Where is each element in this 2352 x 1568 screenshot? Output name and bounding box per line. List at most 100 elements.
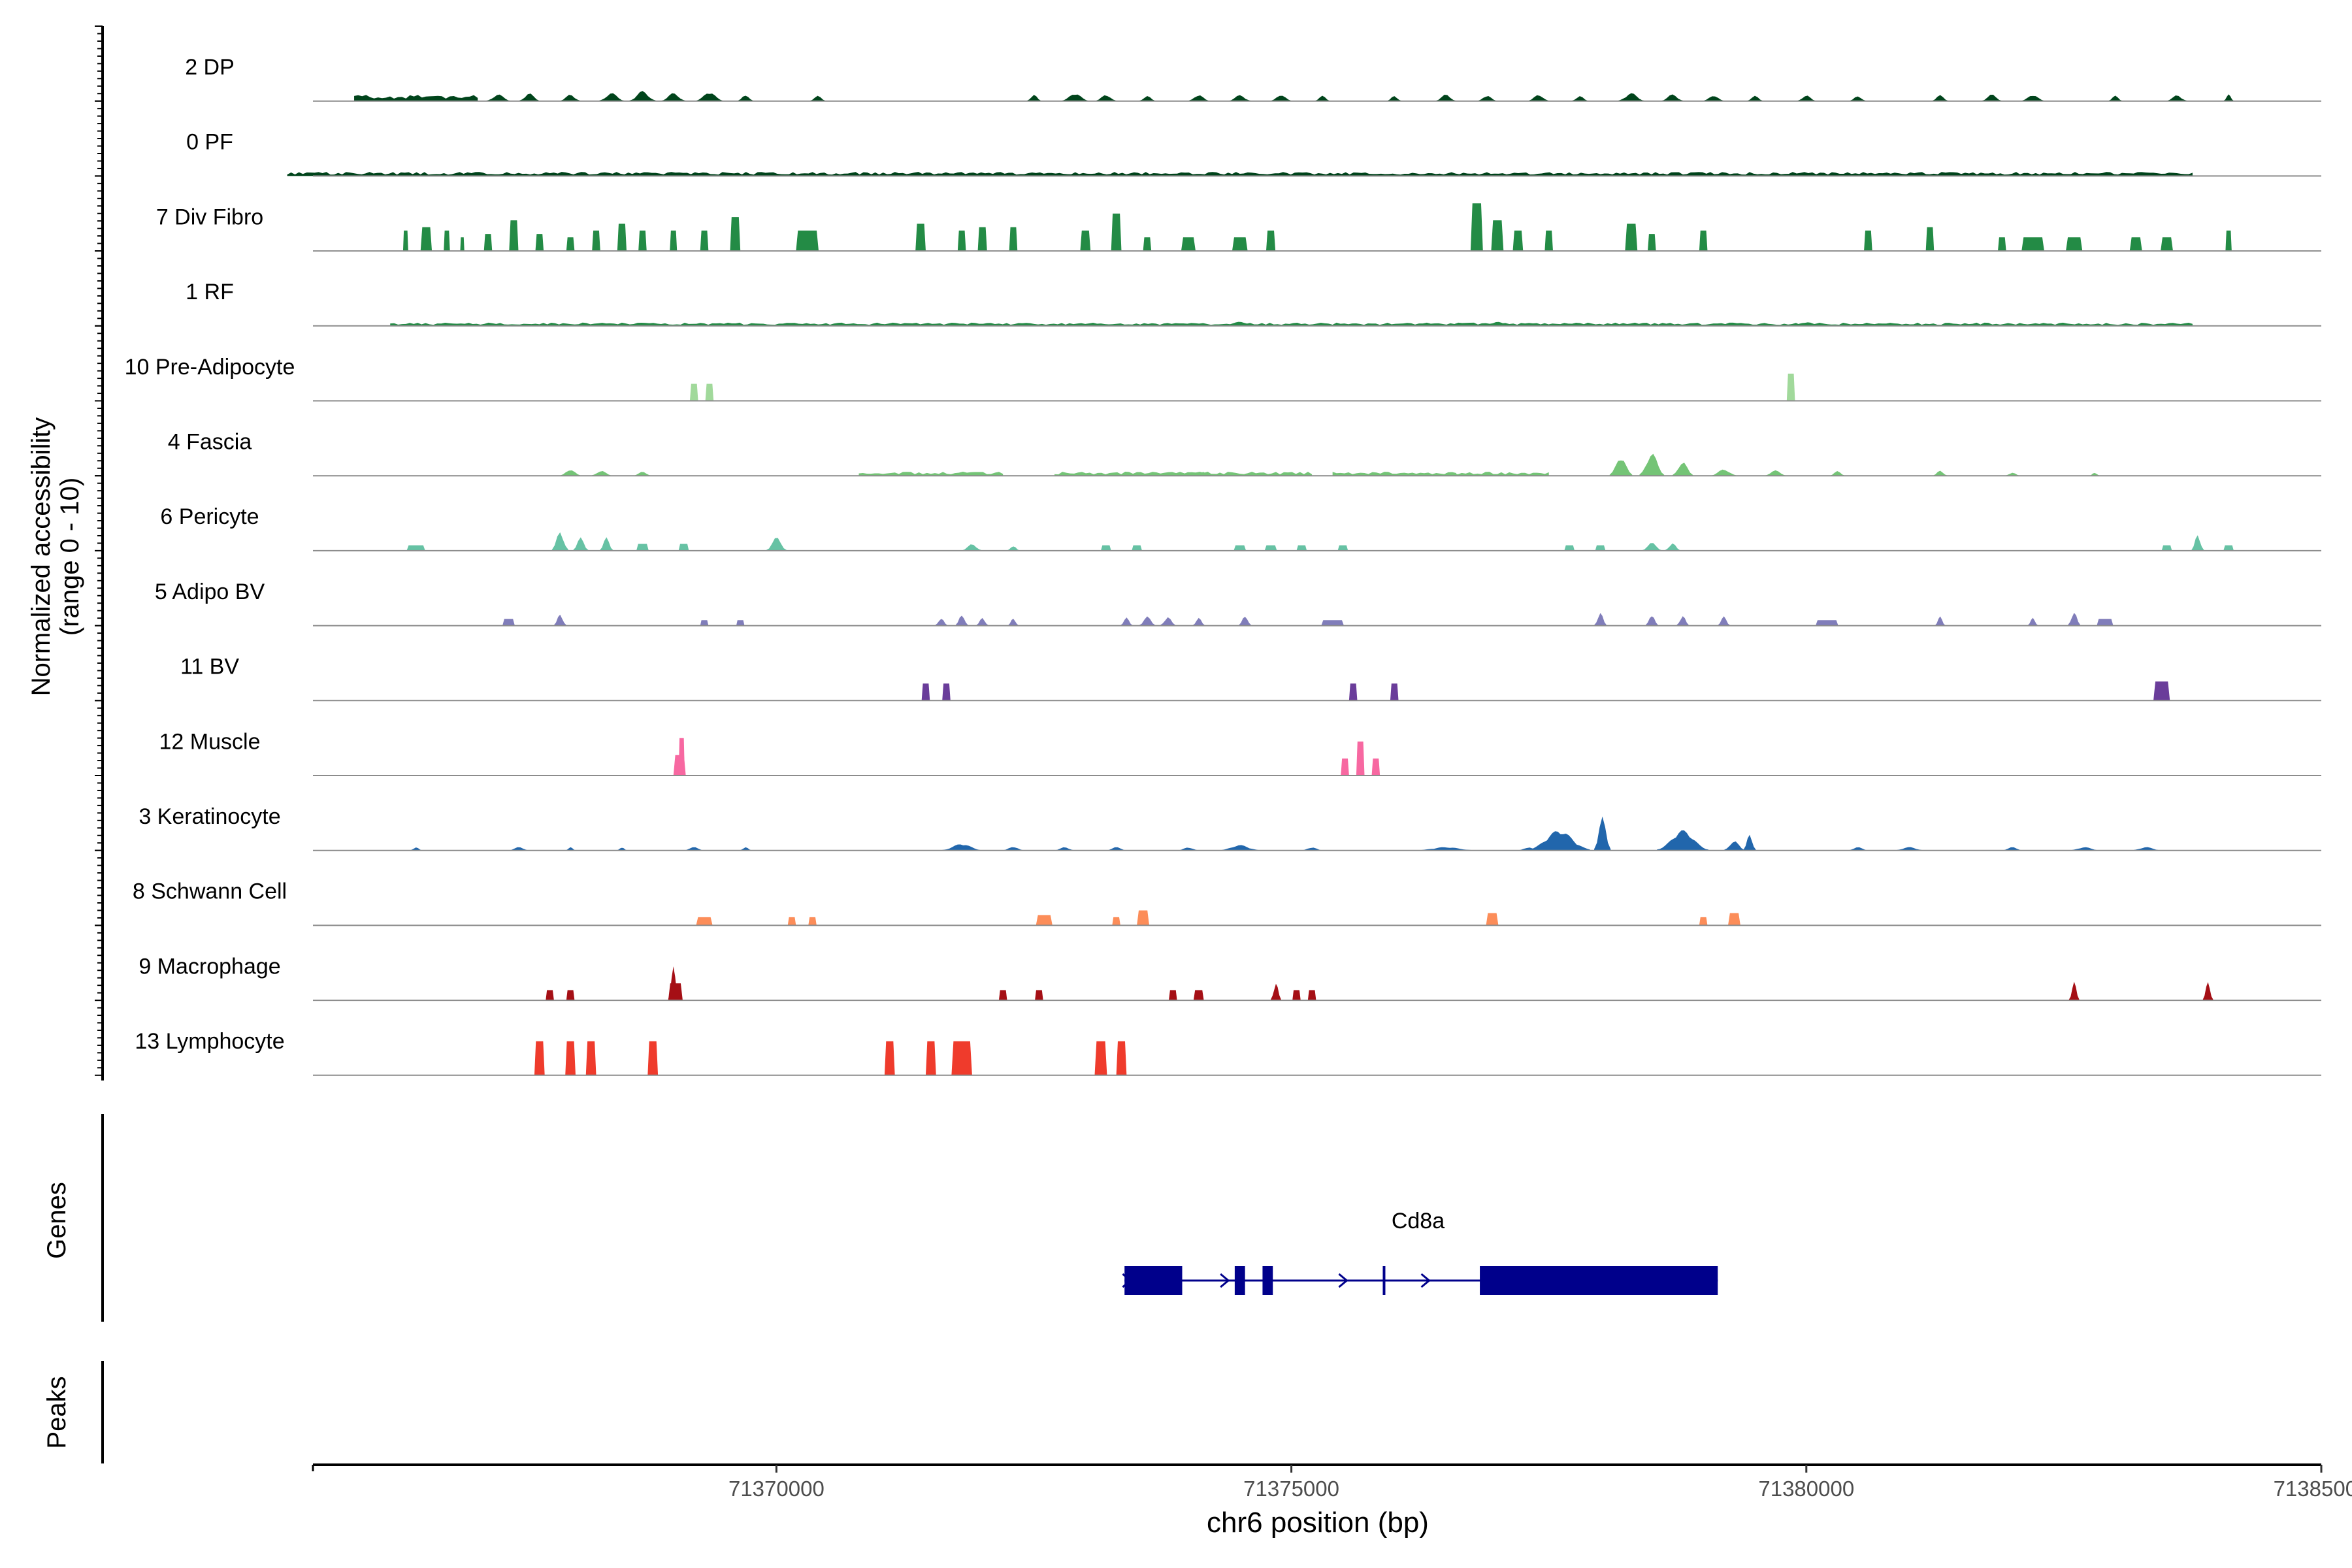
- accessibility-peak: [1564, 545, 1575, 551]
- accessibility-peak: [1193, 990, 1204, 1001]
- accessibility-peak: [1676, 616, 1690, 626]
- accessibility-peak: [560, 470, 581, 476]
- track-1-rf: 1 RF: [186, 280, 2321, 327]
- accessibility-peak: [1512, 230, 1524, 252]
- accessibility-peak: [1746, 95, 1763, 101]
- accessibility-peak: [1271, 983, 1281, 1001]
- accessibility-peak: [1625, 223, 1638, 252]
- accessibility-peak: [2089, 472, 2100, 476]
- accessibility-peak: [1486, 913, 1499, 926]
- accessibility-peak: [2097, 619, 2114, 626]
- accessibility-peak: [739, 847, 752, 851]
- accessibility-peak: [1026, 95, 1041, 101]
- x-tick-label: 71375000: [1243, 1477, 1339, 1501]
- accessibility-peak: [1639, 453, 1665, 476]
- accessibility-peak: [700, 230, 709, 252]
- accessibility-peak: [1137, 910, 1150, 926]
- accessibility-peak: [696, 917, 713, 926]
- accessibility-peak: [2021, 237, 2044, 252]
- accessibility-peak: [766, 538, 787, 551]
- accessibility-peak: [1371, 759, 1380, 776]
- track-label: 6 Pericyte: [160, 504, 259, 529]
- accessibility-peak: [809, 95, 826, 101]
- accessibility-peak: [2223, 94, 2234, 101]
- accessibility-peak: [1797, 95, 1816, 101]
- accessibility-peak: [2021, 95, 2044, 101]
- accessibility-peak: [1998, 237, 2006, 252]
- accessibility-peak: [1850, 96, 1867, 101]
- accessibility-peak: [1710, 469, 1737, 476]
- track-label: 11 BV: [180, 655, 239, 679]
- accessibility-peak: [1219, 321, 1261, 326]
- accessibility-peak: [420, 227, 433, 252]
- accessibility-peak: [1390, 683, 1399, 701]
- accessibility-peak: [661, 93, 686, 101]
- track-label: 2 DP: [185, 55, 235, 80]
- accessibility-peak: [1743, 834, 1756, 851]
- accessibility-peak: [1233, 545, 1247, 551]
- accessibility-peak: [1657, 830, 1709, 851]
- accessibility-peak: [2191, 535, 2204, 551]
- accessibility-peak: [1981, 94, 2002, 101]
- accessibility-peak: [2068, 847, 2100, 851]
- strand-arrow: [1338, 1273, 1348, 1288]
- accessibility-peak: [858, 472, 1004, 476]
- track-5-adipo-bv: 5 Adipo BV: [155, 580, 2321, 627]
- accessibility-peak: [1178, 847, 1199, 851]
- accessibility-peak: [1348, 683, 1358, 701]
- x-tick-label: 71385000: [2274, 1477, 2352, 1501]
- accessibility-peak: [1893, 847, 1925, 851]
- accessibility-peak: [1009, 227, 1018, 252]
- accessibility-peak: [1271, 95, 1292, 101]
- accessibility-peak: [566, 237, 575, 252]
- accessibility-peak: [1491, 220, 1504, 252]
- x-tick-label: 71370000: [728, 1477, 825, 1501]
- accessibility-peak: [678, 738, 685, 776]
- accessibility-peak: [1791, 322, 1822, 326]
- accessibility-peak: [1168, 990, 1177, 1001]
- accessibility-peak: [2066, 237, 2083, 252]
- accessibility-peak: [1036, 915, 1053, 926]
- accessibility-peak: [459, 97, 476, 101]
- accessibility-peak: [1239, 617, 1252, 626]
- accessibility-peak: [1665, 543, 1680, 551]
- accessibility-peak: [585, 1041, 596, 1075]
- genes-panel-label: Genes: [42, 1182, 71, 1259]
- accessibility-peak: [730, 217, 741, 252]
- accessibility-peak: [1594, 613, 1607, 626]
- accessibility-peak: [1296, 545, 1307, 551]
- accessibility-peak: [2161, 545, 2172, 551]
- accessibility-peak: [1139, 616, 1156, 626]
- accessibility-peak: [1829, 471, 1845, 476]
- track-label: 5 Adipo BV: [155, 580, 265, 604]
- accessibility-peak: [696, 93, 723, 101]
- accessibility-peak: [1181, 237, 1196, 252]
- accessibility-peak: [1008, 618, 1019, 626]
- accessibility-peak: [736, 620, 745, 626]
- accessibility-peak: [2223, 545, 2234, 551]
- accessibility-peak: [1120, 617, 1133, 626]
- accessibility-peak: [1544, 230, 1553, 252]
- track-label: 1 RF: [186, 280, 234, 304]
- accessibility-peak: [598, 93, 625, 101]
- accessibility-peak: [2108, 95, 2123, 101]
- accessibility-peak: [1096, 95, 1117, 101]
- y-axis: [95, 25, 104, 1081]
- accessibility-peak: [2129, 237, 2142, 252]
- accessibility-peak: [1477, 95, 1497, 101]
- accessibility-peak: [1143, 237, 1152, 252]
- accessibility-peak: [796, 230, 819, 252]
- track-label: 7 Div Fibro: [156, 204, 263, 229]
- track-11-bv: 11 BV: [180, 655, 2321, 702]
- accessibility-peak: [941, 844, 983, 851]
- accessibility-peak: [1219, 845, 1261, 851]
- accessibility-peak: [1301, 847, 1322, 851]
- accessibility-peak: [1062, 94, 1089, 101]
- accessibility-peak: [566, 990, 575, 1001]
- accessibility-peak: [1571, 96, 1588, 101]
- accessibility-peak: [534, 1041, 545, 1075]
- accessibility-peak: [1168, 472, 1313, 476]
- accessibility-peak: [2002, 847, 2023, 851]
- track-0-pf: 0 PF: [186, 130, 2321, 177]
- accessibility-peak: [1815, 620, 1838, 626]
